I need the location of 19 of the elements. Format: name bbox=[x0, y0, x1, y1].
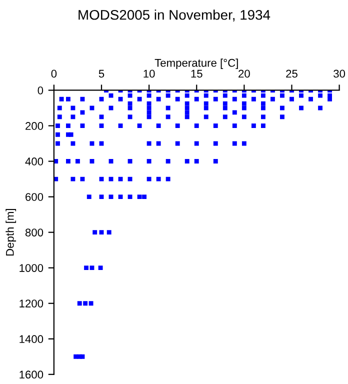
x-tick-label: 25 bbox=[286, 70, 298, 78]
x-tick-label: 15 bbox=[191, 70, 202, 78]
y-tick-label: 1000 bbox=[20, 264, 44, 272]
y-tick-label: 800 bbox=[25, 228, 44, 236]
y-tick-label: 1200 bbox=[20, 300, 44, 308]
y-tick-label: 1400 bbox=[20, 335, 44, 344]
x-tick-label: 5 bbox=[98, 70, 104, 78]
y-axis-title: Depth [m] bbox=[6, 209, 16, 256]
x-tick-label: 0 bbox=[51, 70, 57, 78]
x-axis-title: Temperature [°C] bbox=[154, 58, 238, 69]
y-tick-label: 1600 bbox=[20, 370, 44, 379]
chart-title: MODS2005 in November, 1934 bbox=[78, 10, 270, 22]
y-tick-label: 600 bbox=[26, 193, 44, 201]
x-tick-label: 10 bbox=[144, 70, 155, 78]
y-tick-label: 0 bbox=[38, 86, 44, 94]
x-tick-label: 30 bbox=[334, 70, 346, 78]
y-tick-label: 400 bbox=[25, 158, 44, 166]
y-tick-label: 200 bbox=[26, 122, 44, 130]
x-tick-label: 20 bbox=[238, 70, 250, 78]
